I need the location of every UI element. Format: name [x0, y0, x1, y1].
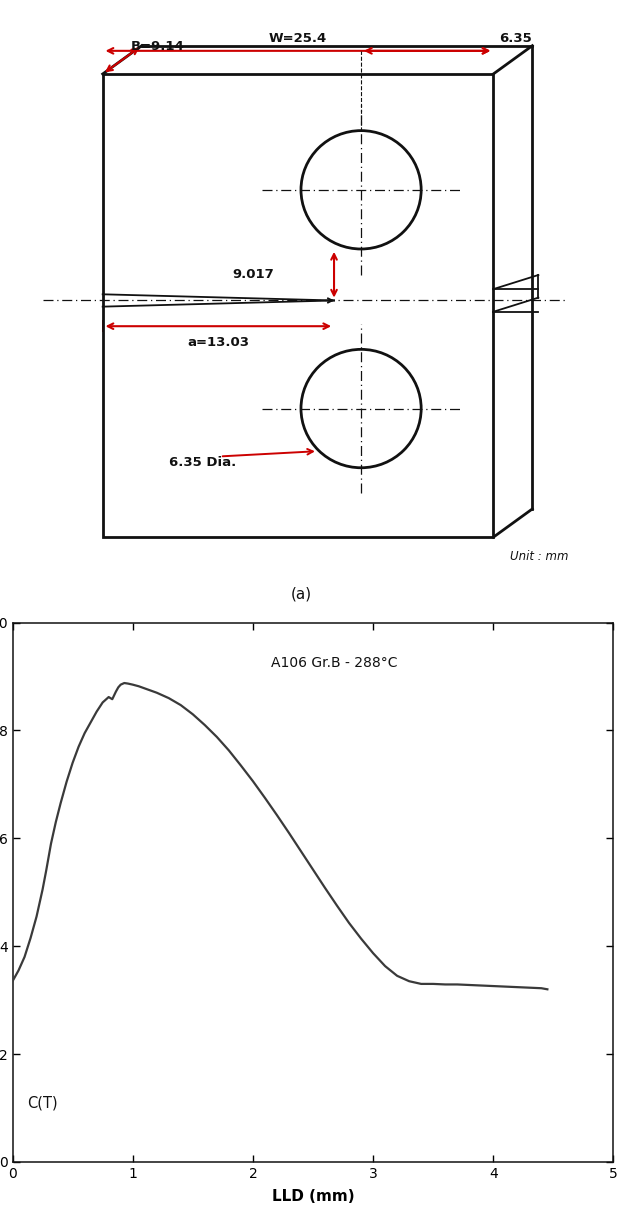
- Text: Unit : mm: Unit : mm: [510, 550, 568, 563]
- Text: A106 Gr.B - 288°C: A106 Gr.B - 288°C: [271, 656, 398, 670]
- Text: C(T): C(T): [27, 1095, 58, 1110]
- X-axis label: LLD (mm): LLD (mm): [272, 1189, 354, 1205]
- Text: 6.35 Dia.: 6.35 Dia.: [169, 456, 236, 470]
- Polygon shape: [103, 75, 493, 537]
- Text: 6.35: 6.35: [500, 32, 532, 45]
- Text: 9.017: 9.017: [232, 268, 274, 281]
- Text: B=9.14: B=9.14: [131, 40, 185, 53]
- Text: (a): (a): [290, 586, 312, 602]
- Text: a=13.03: a=13.03: [187, 336, 249, 350]
- Text: W=25.4: W=25.4: [269, 32, 327, 45]
